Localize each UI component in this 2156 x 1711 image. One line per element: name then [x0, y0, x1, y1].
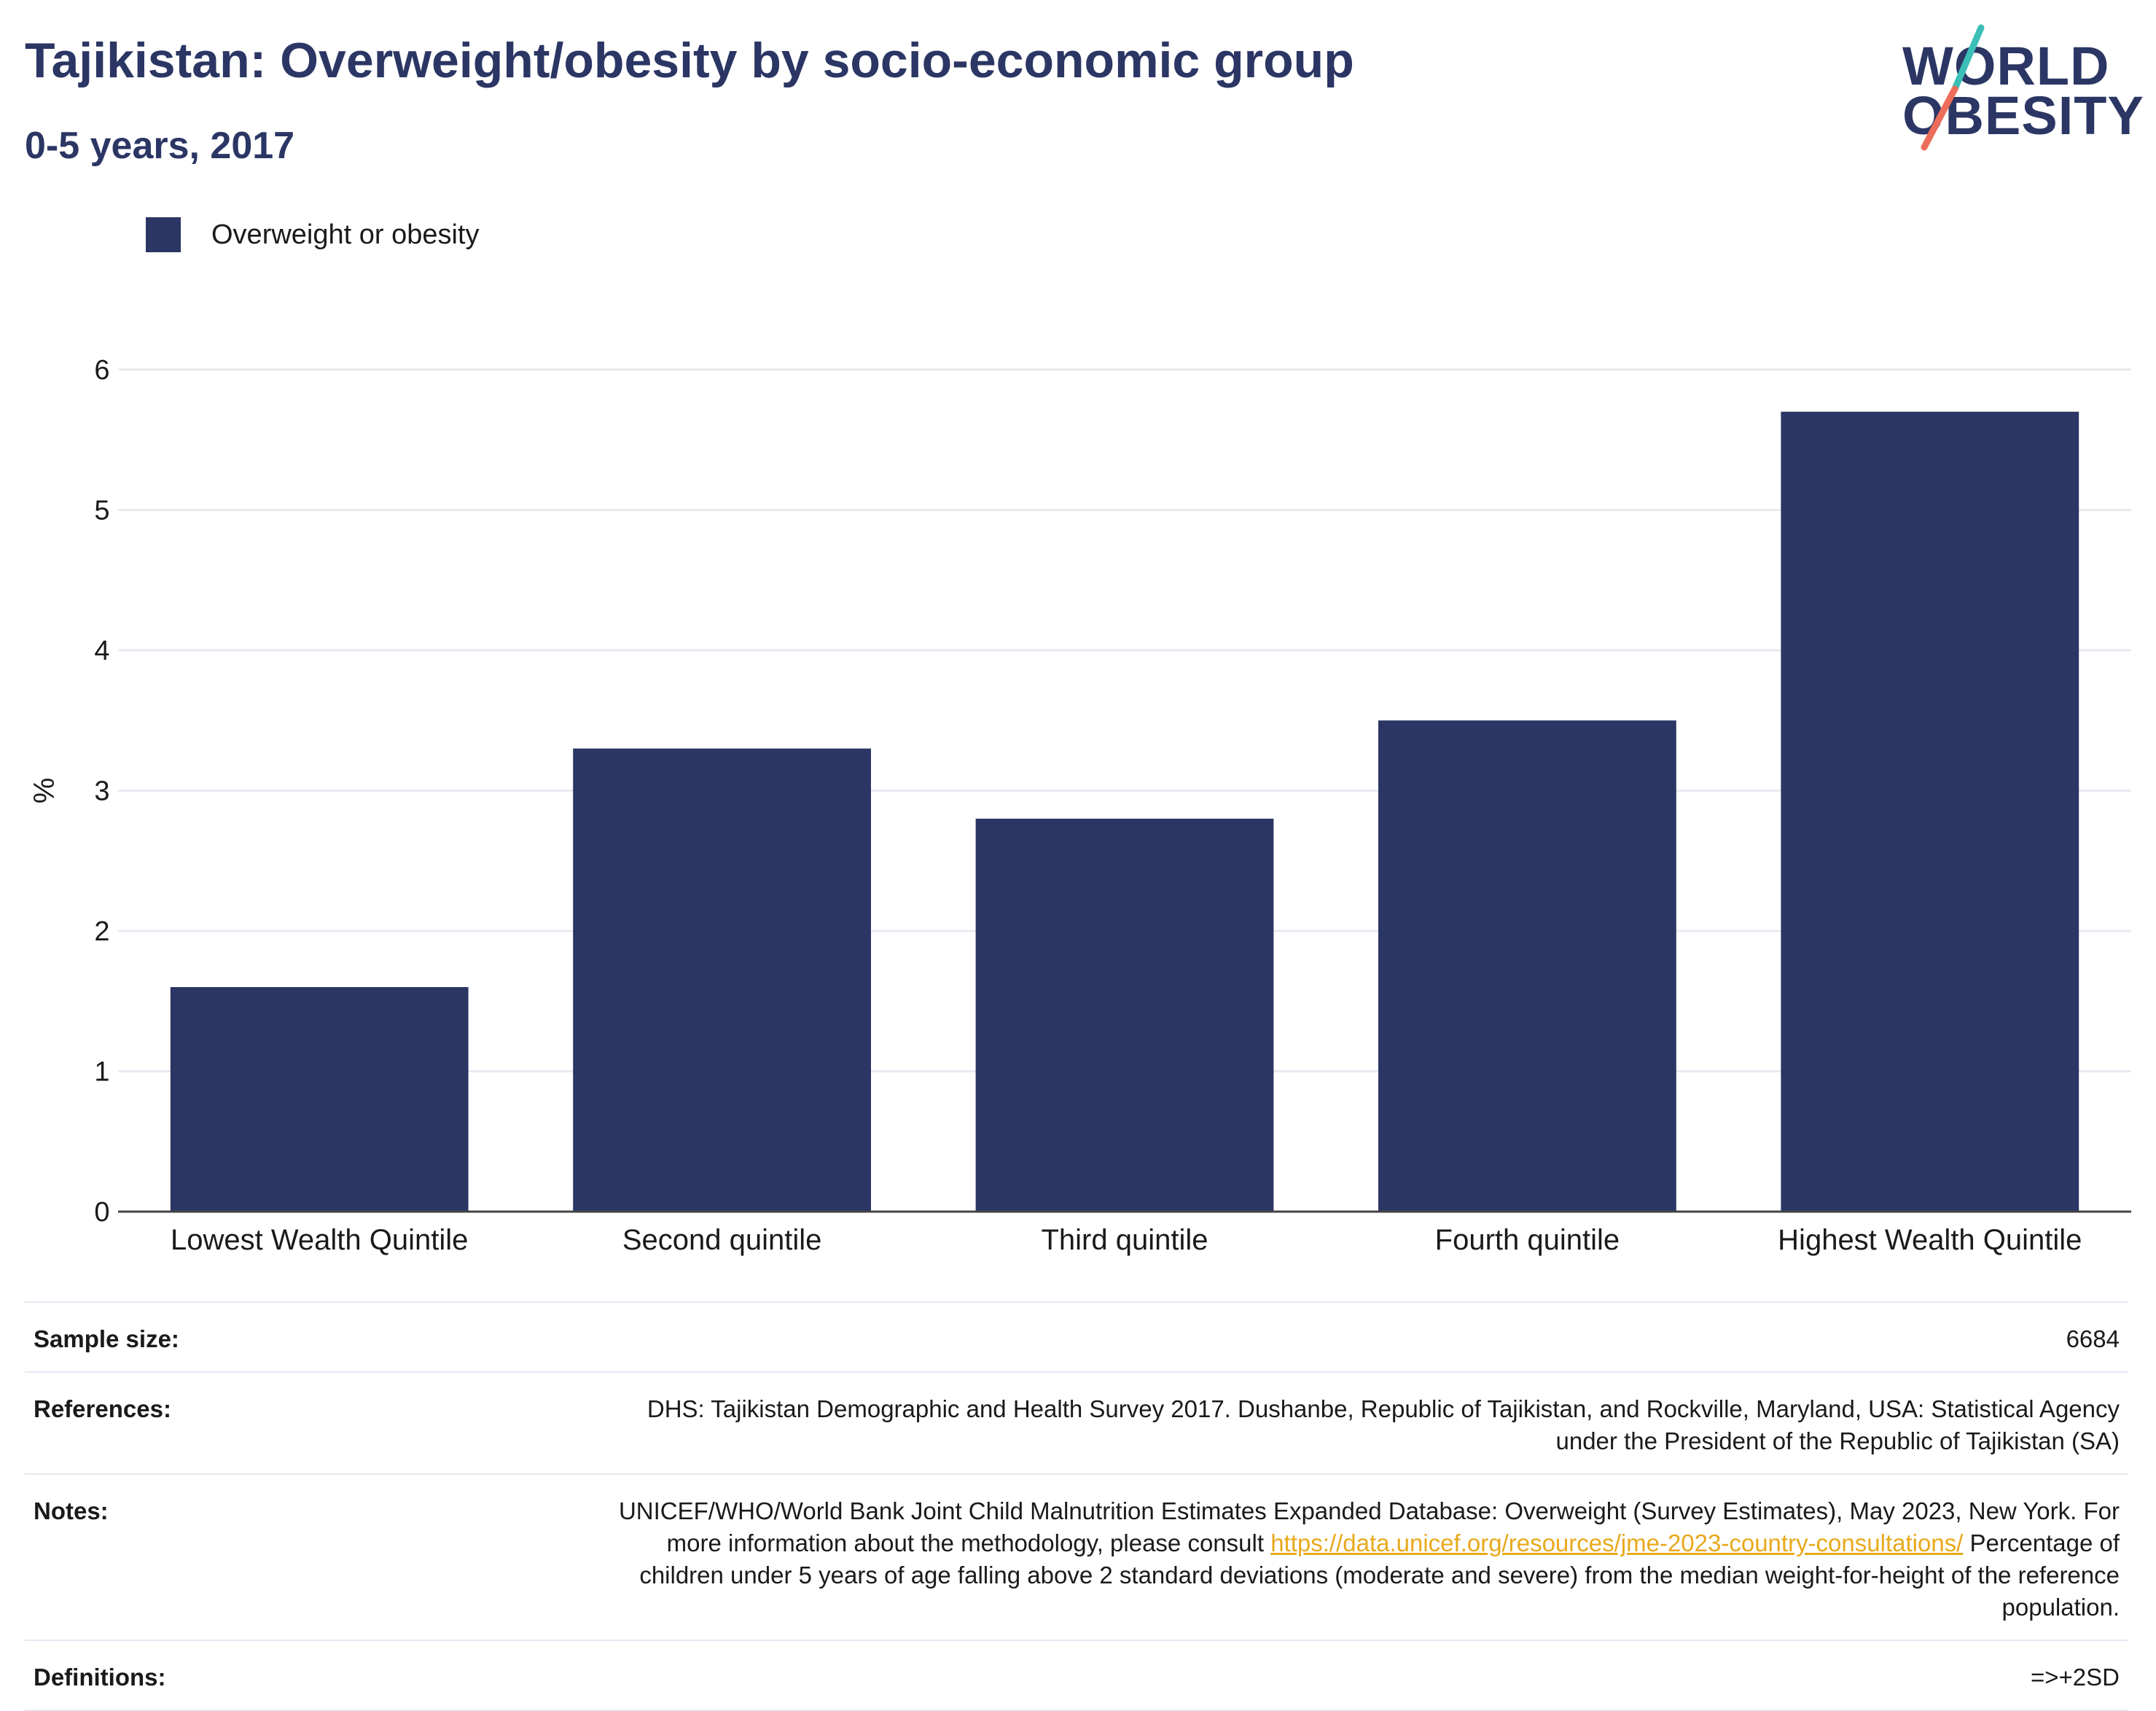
- chart-title: Tajikistan: Overweight/obesity by socio-…: [25, 33, 1354, 88]
- chart-subtitle: 0-5 years, 2017: [25, 125, 295, 167]
- x-tick-label: Second quintile: [622, 1224, 822, 1256]
- logo-slash-icon: [1921, 24, 1985, 151]
- y-tick-label: 2: [94, 916, 109, 947]
- definitions-value: =>+2SD: [2030, 1664, 2120, 1691]
- legend-label: Overweight or obesity: [211, 219, 480, 250]
- world-obesity-logo: WORLD OBESITY: [1902, 22, 2144, 153]
- info-row-definitions: Definitions: =>+2SD: [25, 1640, 2128, 1711]
- y-tick-label: 0: [94, 1197, 109, 1228]
- sample-size-value: 6684: [2066, 1325, 2120, 1352]
- bar: [975, 819, 1274, 1212]
- x-tick-label: Third quintile: [1041, 1224, 1208, 1256]
- y-tick-label: 5: [94, 496, 109, 526]
- info-table: Sample size: 6684 References: DHS: Tajik…: [25, 1301, 2128, 1711]
- notes-text-before: UNICEF/WHO/World Bank Joint Child Malnut…: [618, 1497, 2120, 1556]
- bar: [1378, 720, 1676, 1212]
- info-row-references: References: DHS: Tajikistan Demographic …: [25, 1371, 2128, 1473]
- y-tick-label: 4: [94, 636, 109, 666]
- definitions-label: Definitions:: [34, 1664, 166, 1691]
- notes-link[interactable]: https://data.unicef.org/resources/jme-20…: [1270, 1529, 1964, 1556]
- bar-chart: 0 1 2 3 4 5 6% Lowest Wealth Quintile Second qui…: [28, 355, 2131, 1256]
- x-tick-label: Lowest Wealth Quintile: [171, 1224, 468, 1256]
- bar: [573, 748, 871, 1212]
- x-tick-label: Fourth quintile: [1435, 1224, 1620, 1256]
- chart-legend: Overweight or obesity: [146, 217, 480, 252]
- notes-label: Notes:: [34, 1497, 109, 1524]
- bar: [170, 987, 469, 1212]
- notes-value: UNICEF/WHO/World Bank Joint Child Malnut…: [604, 1495, 2120, 1624]
- y-tick-label: 6: [94, 355, 109, 386]
- y-tick-label: 1: [94, 1057, 109, 1088]
- references-value: DHS: Tajikistan Demographic and Health S…: [647, 1395, 2120, 1454]
- bar: [1781, 411, 2079, 1212]
- sample-size-label: Sample size:: [34, 1325, 179, 1352]
- info-row-notes: Notes: UNICEF/WHO/World Bank Joint Child…: [25, 1473, 2128, 1640]
- legend-swatch: [146, 217, 181, 252]
- info-row-sample-size: Sample size: 6684: [25, 1301, 2128, 1371]
- y-tick-label: 3: [94, 776, 109, 807]
- logo-line-1: WORLD: [1902, 36, 2110, 96]
- references-label: References:: [34, 1395, 171, 1422]
- x-tick-label: Highest Wealth Quintile: [1778, 1224, 2082, 1256]
- y-axis-label: %: [28, 778, 60, 804]
- notes-text-after: Percentage of children under 5 years of …: [639, 1529, 2120, 1621]
